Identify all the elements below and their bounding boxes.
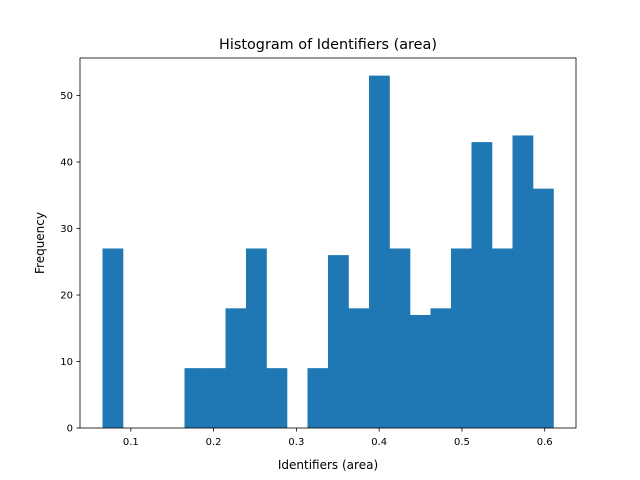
y-axis-ticks: 0 10 20 30 40 50 bbox=[60, 91, 80, 435]
histogram-bar bbox=[532, 188, 554, 428]
histogram-bar bbox=[512, 135, 534, 428]
y-tick-label: 10 bbox=[60, 357, 73, 368]
x-tick-label: 0.3 bbox=[288, 437, 304, 448]
histogram-bar bbox=[205, 368, 226, 428]
histogram-bar bbox=[225, 308, 247, 428]
histogram-bar bbox=[450, 248, 472, 428]
histogram-bar bbox=[430, 308, 452, 428]
histogram-bar bbox=[328, 255, 349, 428]
y-tick-label: 0 bbox=[67, 424, 73, 435]
y-tick-label: 30 bbox=[60, 224, 73, 235]
histogram-bar bbox=[246, 248, 267, 428]
histogram-bar bbox=[409, 314, 431, 428]
histogram-bar bbox=[471, 142, 493, 429]
plot-frame bbox=[79, 57, 577, 429]
histogram-bar bbox=[389, 248, 411, 428]
histogram-bar bbox=[369, 75, 390, 429]
bars-group bbox=[102, 75, 554, 429]
histogram-bar bbox=[307, 368, 329, 428]
x-tick-label: 0.2 bbox=[206, 437, 222, 448]
y-axis-label: Frequency bbox=[33, 212, 47, 274]
y-tick-label: 50 bbox=[60, 91, 73, 102]
histogram-bar bbox=[266, 368, 288, 428]
histogram-bar bbox=[184, 368, 206, 428]
chart-title: Histogram of Identifiers (area) bbox=[219, 37, 437, 53]
y-tick-label: 40 bbox=[60, 158, 73, 169]
histogram-bar bbox=[348, 308, 370, 428]
histogram-bar bbox=[491, 248, 513, 428]
x-axis-label: Identifiers (area) bbox=[278, 458, 378, 472]
x-axis-ticks: 0.1 0.2 0.3 0.4 0.5 0.6 bbox=[123, 428, 553, 448]
x-tick-label: 0.1 bbox=[123, 437, 139, 448]
x-tick-label: 0.6 bbox=[537, 437, 553, 448]
histogram-bar bbox=[102, 248, 124, 428]
x-tick-label: 0.5 bbox=[454, 437, 470, 448]
x-tick-label: 0.4 bbox=[371, 437, 387, 448]
y-tick-label: 20 bbox=[60, 291, 73, 302]
